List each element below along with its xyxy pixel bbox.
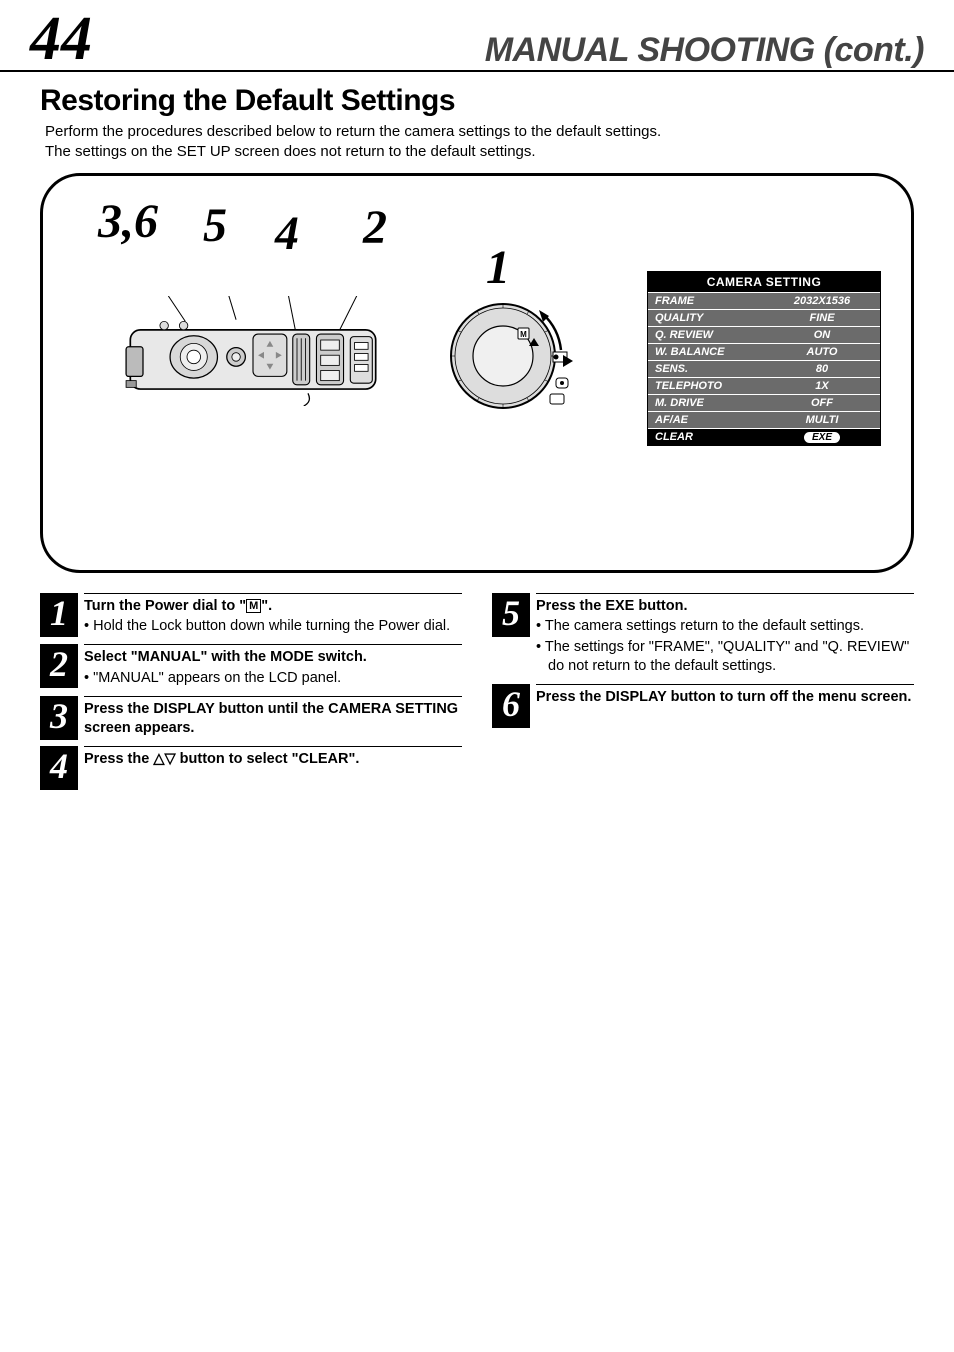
- setting-val: MULTI: [764, 412, 880, 428]
- step-body: Press the DISPLAY button until the CAMER…: [84, 696, 462, 738]
- camera-top-illustration: [103, 296, 403, 406]
- step-5: 5 Press the EXE button. The camera setti…: [492, 593, 914, 678]
- table-row: Q. REVIEW ON: [648, 326, 880, 343]
- step5-bullet1: The camera settings return to the defaul…: [536, 617, 914, 636]
- step-1: 1 Turn the Power dial to "M". Hold the L…: [40, 593, 462, 639]
- diagram-panel: 3,6 5 4 2 1: [40, 173, 914, 573]
- setting-val: OFF: [764, 395, 880, 411]
- step-4: 4 Press the button to select "CLEAR".: [40, 746, 462, 790]
- setting-val: AUTO: [764, 344, 880, 360]
- setting-key-clear: CLEAR: [648, 429, 764, 445]
- step-body: Press the button to select "CLEAR".: [84, 746, 462, 769]
- step-number: 6: [492, 684, 530, 728]
- setting-val-clear: EXE: [764, 429, 880, 445]
- step2-bullet1: "MANUAL" appears on the LCD panel.: [84, 669, 462, 688]
- exe-button-label: EXE: [804, 432, 840, 443]
- step-number: 3: [40, 696, 78, 740]
- step-number: 2: [40, 644, 78, 688]
- step-3: 3 Press the DISPLAY button until the CAM…: [40, 696, 462, 740]
- diagram-ref-4: 4: [275, 206, 299, 261]
- step-number: 5: [492, 593, 530, 637]
- step-body: Press the DISPLAY button to turn off the…: [536, 684, 914, 707]
- step6-title: Press the DISPLAY button to turn off the…: [536, 689, 911, 705]
- page-header: 44 MANUAL SHOOTING (cont.): [0, 0, 954, 72]
- intro-line2: The settings on the SET UP screen does n…: [45, 143, 536, 160]
- step5-bullet2: The settings for "FRAME", "QUALITY" and …: [536, 638, 914, 676]
- table-row: TELEPHOTO 1X: [648, 377, 880, 394]
- step-number: 1: [40, 593, 78, 637]
- setting-val: 1X: [764, 378, 880, 394]
- step4-title-a: Press the: [84, 751, 153, 767]
- settings-table-header: CAMERA SETTING: [648, 272, 880, 292]
- step-2: 2 Select "MANUAL" with the MODE switch. …: [40, 644, 462, 690]
- up-triangle-icon: [153, 751, 164, 767]
- m-mode-icon: M: [246, 599, 261, 613]
- setting-key: M. DRIVE: [648, 395, 764, 411]
- step1-title-a: Turn the Power dial to ": [84, 598, 246, 614]
- setting-val: 2032X1536: [764, 293, 880, 309]
- step3-title: Press the DISPLAY button until the CAMER…: [84, 701, 458, 736]
- steps-container: 1 Turn the Power dial to "M". Hold the L…: [40, 593, 914, 796]
- step-body: Turn the Power dial to "M". Hold the Loc…: [84, 593, 462, 639]
- setting-val: 80: [764, 361, 880, 377]
- power-dial-illustration: M: [443, 276, 603, 436]
- section-title: Restoring the Default Settings: [40, 84, 954, 118]
- step2-title: Select "MANUAL" with the MODE switch.: [84, 649, 367, 665]
- table-row: FRAME 2032X1536: [648, 292, 880, 309]
- setting-key: TELEPHOTO: [648, 378, 764, 394]
- setting-key: W. BALANCE: [648, 344, 764, 360]
- table-row: SENS. 80: [648, 360, 880, 377]
- header-title: MANUAL SHOOTING (cont.): [485, 31, 924, 70]
- setting-val: FINE: [764, 310, 880, 326]
- page-number: 44: [30, 8, 92, 70]
- setting-key: FRAME: [648, 293, 764, 309]
- camera-settings-table: CAMERA SETTING FRAME 2032X1536 QUALITY F…: [647, 271, 881, 446]
- step-number: 4: [40, 746, 78, 790]
- step-body: Select "MANUAL" with the MODE switch. "M…: [84, 644, 462, 690]
- table-row: AF/AE MULTI: [648, 411, 880, 428]
- intro-text: Perform the procedures described below t…: [45, 122, 924, 163]
- steps-right-column: 5 Press the EXE button. The camera setti…: [492, 593, 914, 796]
- diagram-ref-2: 2: [363, 200, 387, 255]
- setting-key: AF/AE: [648, 412, 764, 428]
- table-row: M. DRIVE OFF: [648, 394, 880, 411]
- intro-line1: Perform the procedures described below t…: [45, 123, 661, 140]
- table-row: QUALITY FINE: [648, 309, 880, 326]
- steps-left-column: 1 Turn the Power dial to "M". Hold the L…: [40, 593, 462, 796]
- table-row-clear: CLEAR EXE: [648, 428, 880, 445]
- diagram-ref-5: 5: [203, 198, 227, 253]
- setting-key: Q. REVIEW: [648, 327, 764, 343]
- step-body: Press the EXE button. The camera setting…: [536, 593, 914, 678]
- svg-text:M: M: [520, 330, 527, 339]
- step-6: 6 Press the DISPLAY button to turn off t…: [492, 684, 914, 728]
- step1-bullet1: Hold the Lock button down while turning …: [84, 617, 462, 636]
- setting-key: SENS.: [648, 361, 764, 377]
- setting-key: QUALITY: [648, 310, 764, 326]
- diagram-ref-3-6: 3,6: [98, 194, 158, 249]
- table-row: W. BALANCE AUTO: [648, 343, 880, 360]
- step5-title: Press the EXE button.: [536, 598, 687, 614]
- step4-title-b: button to select "CLEAR".: [176, 751, 360, 767]
- step1-title-b: ".: [261, 598, 272, 614]
- down-triangle-icon: [164, 751, 175, 767]
- setting-val: ON: [764, 327, 880, 343]
